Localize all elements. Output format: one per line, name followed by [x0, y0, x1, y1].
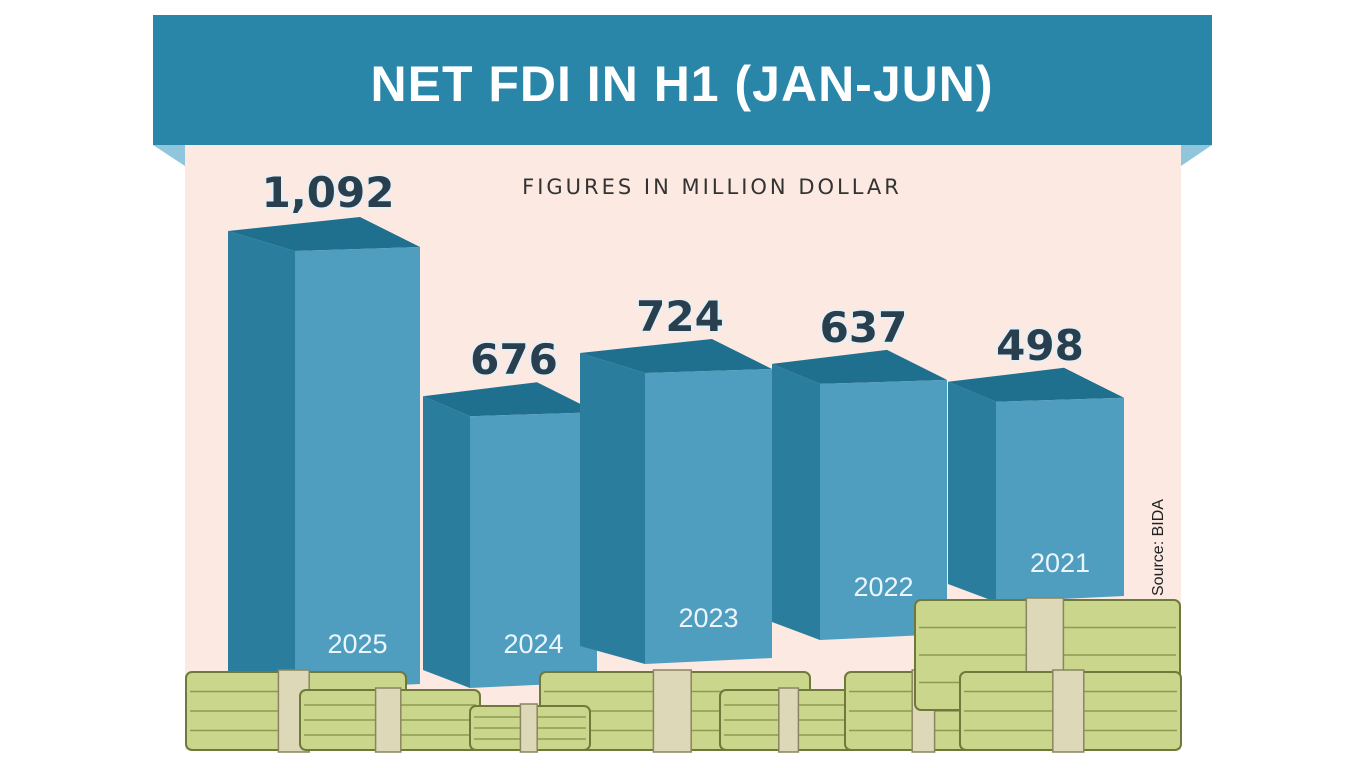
bar-front	[295, 247, 420, 691]
value-label: 498	[996, 321, 1084, 370]
value-label: 637	[820, 303, 908, 352]
bar-side	[228, 231, 295, 691]
title-banner	[153, 15, 1212, 145]
bar-2022: 637 2022	[772, 301, 947, 640]
value-label: 724	[636, 292, 724, 341]
bar-top	[772, 349, 947, 384]
bar-2021: 498 2021	[948, 319, 1124, 602]
cash-band	[519, 703, 538, 753]
year-label: 2025	[327, 629, 387, 659]
bar-2025: 1,092 2025	[228, 167, 420, 691]
cash-band	[778, 687, 800, 753]
bar-front	[820, 379, 947, 640]
source-note: Source: BIDA	[1150, 499, 1167, 596]
bar-side	[772, 363, 820, 640]
cash-bundle	[299, 687, 481, 753]
cash-bundle	[469, 703, 591, 753]
bar-top	[580, 338, 772, 373]
cash-bundle	[959, 669, 1182, 753]
year-label: 2022	[853, 572, 913, 602]
bar-side	[580, 352, 645, 664]
bar-front	[470, 412, 597, 688]
value-label: 676	[470, 335, 558, 384]
banner-fold-right	[1181, 145, 1212, 166]
year-label: 2023	[678, 603, 738, 633]
bars-group: 1,092 2025 676 2024 724 2023 637 2022 498 2021	[228, 167, 1124, 691]
bar-front	[996, 397, 1124, 602]
year-label: 2021	[1030, 548, 1090, 578]
cash-bundle	[719, 687, 861, 753]
bar-top	[228, 217, 420, 252]
bar-side	[948, 381, 996, 602]
cash-band	[652, 669, 692, 753]
cash-stacks	[185, 597, 1182, 753]
bar-top	[948, 367, 1124, 402]
bar-2023: 724 2023	[580, 290, 772, 664]
chart-title: NET FDI IN H1 (JAN-JUN)	[370, 56, 993, 112]
bar-side	[423, 396, 470, 688]
banner-fold-left	[153, 145, 185, 166]
bar-top	[423, 382, 597, 417]
value-label: 1,092	[262, 168, 395, 217]
chart-subtitle: FIGURES IN MILLION DOLLAR	[522, 175, 902, 199]
cash-band	[374, 687, 402, 753]
cash-band	[1052, 669, 1085, 753]
year-label: 2024	[503, 629, 563, 659]
bar-2024: 676 2024	[423, 334, 597, 688]
bar-front	[645, 368, 772, 664]
